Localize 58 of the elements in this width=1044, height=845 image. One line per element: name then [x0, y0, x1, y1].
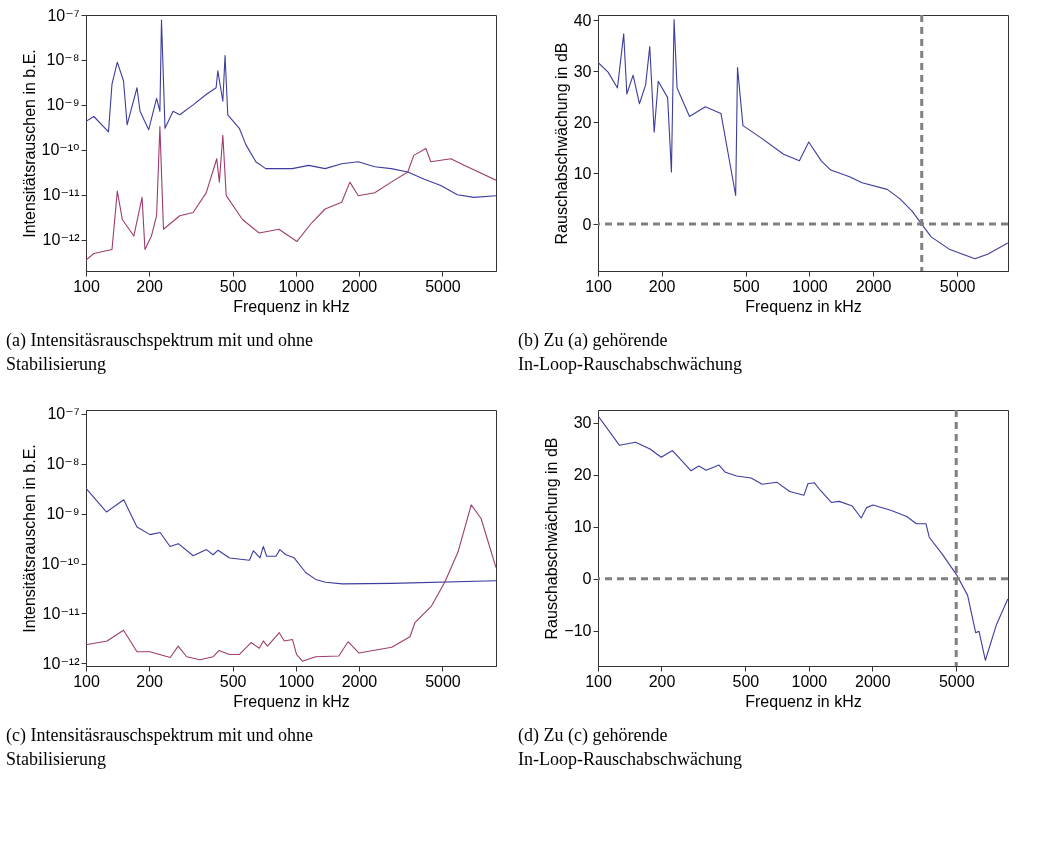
x-tick-label: 2000 — [341, 672, 378, 690]
x-tick-label: 1000 — [791, 672, 828, 690]
x-tick-label: 500 — [219, 672, 247, 690]
x-tick-label: 100 — [73, 672, 100, 690]
x-tick-label: 200 — [136, 277, 164, 295]
x-tick-label: 100 — [585, 277, 612, 295]
y-tick-label: 30 — [573, 62, 592, 80]
y-axis-title: Intensitätsrauschen in b.E. — [20, 49, 38, 238]
x-tick-label: 1000 — [278, 277, 315, 295]
y-axis-title: Intensitätsrauschen in b.E. — [20, 444, 38, 633]
x-tick-label: 5000 — [938, 672, 975, 690]
x-tick-label: 500 — [732, 672, 760, 690]
x-tick-label: 500 — [219, 277, 247, 295]
y-tick-label: 10⁻¹⁰ — [41, 555, 80, 573]
x-tick-label: 1000 — [792, 277, 828, 295]
x-tick-label: 200 — [648, 277, 676, 295]
y-tick-label: 10⁻¹¹ — [42, 186, 80, 204]
x-tick-label: 5000 — [425, 672, 461, 690]
y-tick-label: 10⁻⁹ — [46, 505, 80, 523]
y-tick-label: 10⁻¹¹ — [42, 604, 80, 622]
y-tick-label: 20 — [573, 466, 592, 484]
x-tick-label: 100 — [73, 277, 100, 295]
y-tick-label: 10⁻⁷ — [47, 405, 80, 423]
y-axis-title: Rauschabschwächung in dB — [552, 42, 570, 245]
y-tick-label: 10 — [573, 164, 592, 182]
y-tick-label: 30 — [573, 414, 592, 432]
x-axis-title: Frequenz in kHz — [745, 297, 862, 315]
y-axis-title: Rauschabschwächung in dB — [543, 437, 561, 640]
x-axis-title: Frequenz in kHz — [233, 692, 350, 710]
y-tick-label: 10⁻⁷ — [47, 6, 80, 24]
y-tick-label: 0 — [582, 215, 592, 233]
y-tick-label: 10⁻¹⁰ — [41, 141, 80, 159]
text: (a) Intensitäsrauschspektrum mit und ohne Stabilisierung — [6, 330, 313, 374]
x-axis-title: Frequenz in kHz — [233, 297, 350, 315]
y-tick-label: −10 — [564, 622, 592, 640]
y-tick-label: 0 — [582, 570, 592, 588]
y-tick-label: 20 — [573, 113, 592, 131]
x-tick-label: 5000 — [939, 277, 976, 295]
y-tick-label: 10 — [573, 518, 592, 536]
y-tick-label: 10⁻¹² — [42, 654, 81, 672]
text: (d) Zu (c) gehörende In-Loop-Rauschabschwächung — [518, 725, 742, 769]
y-tick-label: 10⁻⁸ — [46, 455, 80, 473]
x-tick-label: 1000 — [278, 672, 315, 690]
x-axis-title: Frequenz in kHz — [745, 692, 862, 710]
y-tick-label: 10⁻⁹ — [46, 96, 80, 114]
x-tick-label: 500 — [732, 277, 760, 295]
x-tick-label: 100 — [585, 672, 612, 690]
text: (b) Zu (a) gehörende In-Loop-Rauschabschwächung — [518, 330, 742, 374]
x-tick-label: 5000 — [425, 277, 461, 295]
x-tick-label: 2000 — [855, 277, 892, 295]
x-tick-label: 200 — [648, 672, 676, 690]
x-tick-label: 2000 — [855, 672, 891, 690]
y-tick-label: 10⁻⁸ — [46, 51, 80, 69]
x-tick-label: 200 — [136, 672, 164, 690]
y-tick-label: 10⁻¹² — [42, 231, 81, 249]
y-tick-label: 40 — [573, 11, 592, 29]
text: (c) Intensitäsrauschspektrum mit und ohne Stabilisierung — [6, 725, 313, 769]
x-tick-label: 2000 — [341, 277, 378, 295]
